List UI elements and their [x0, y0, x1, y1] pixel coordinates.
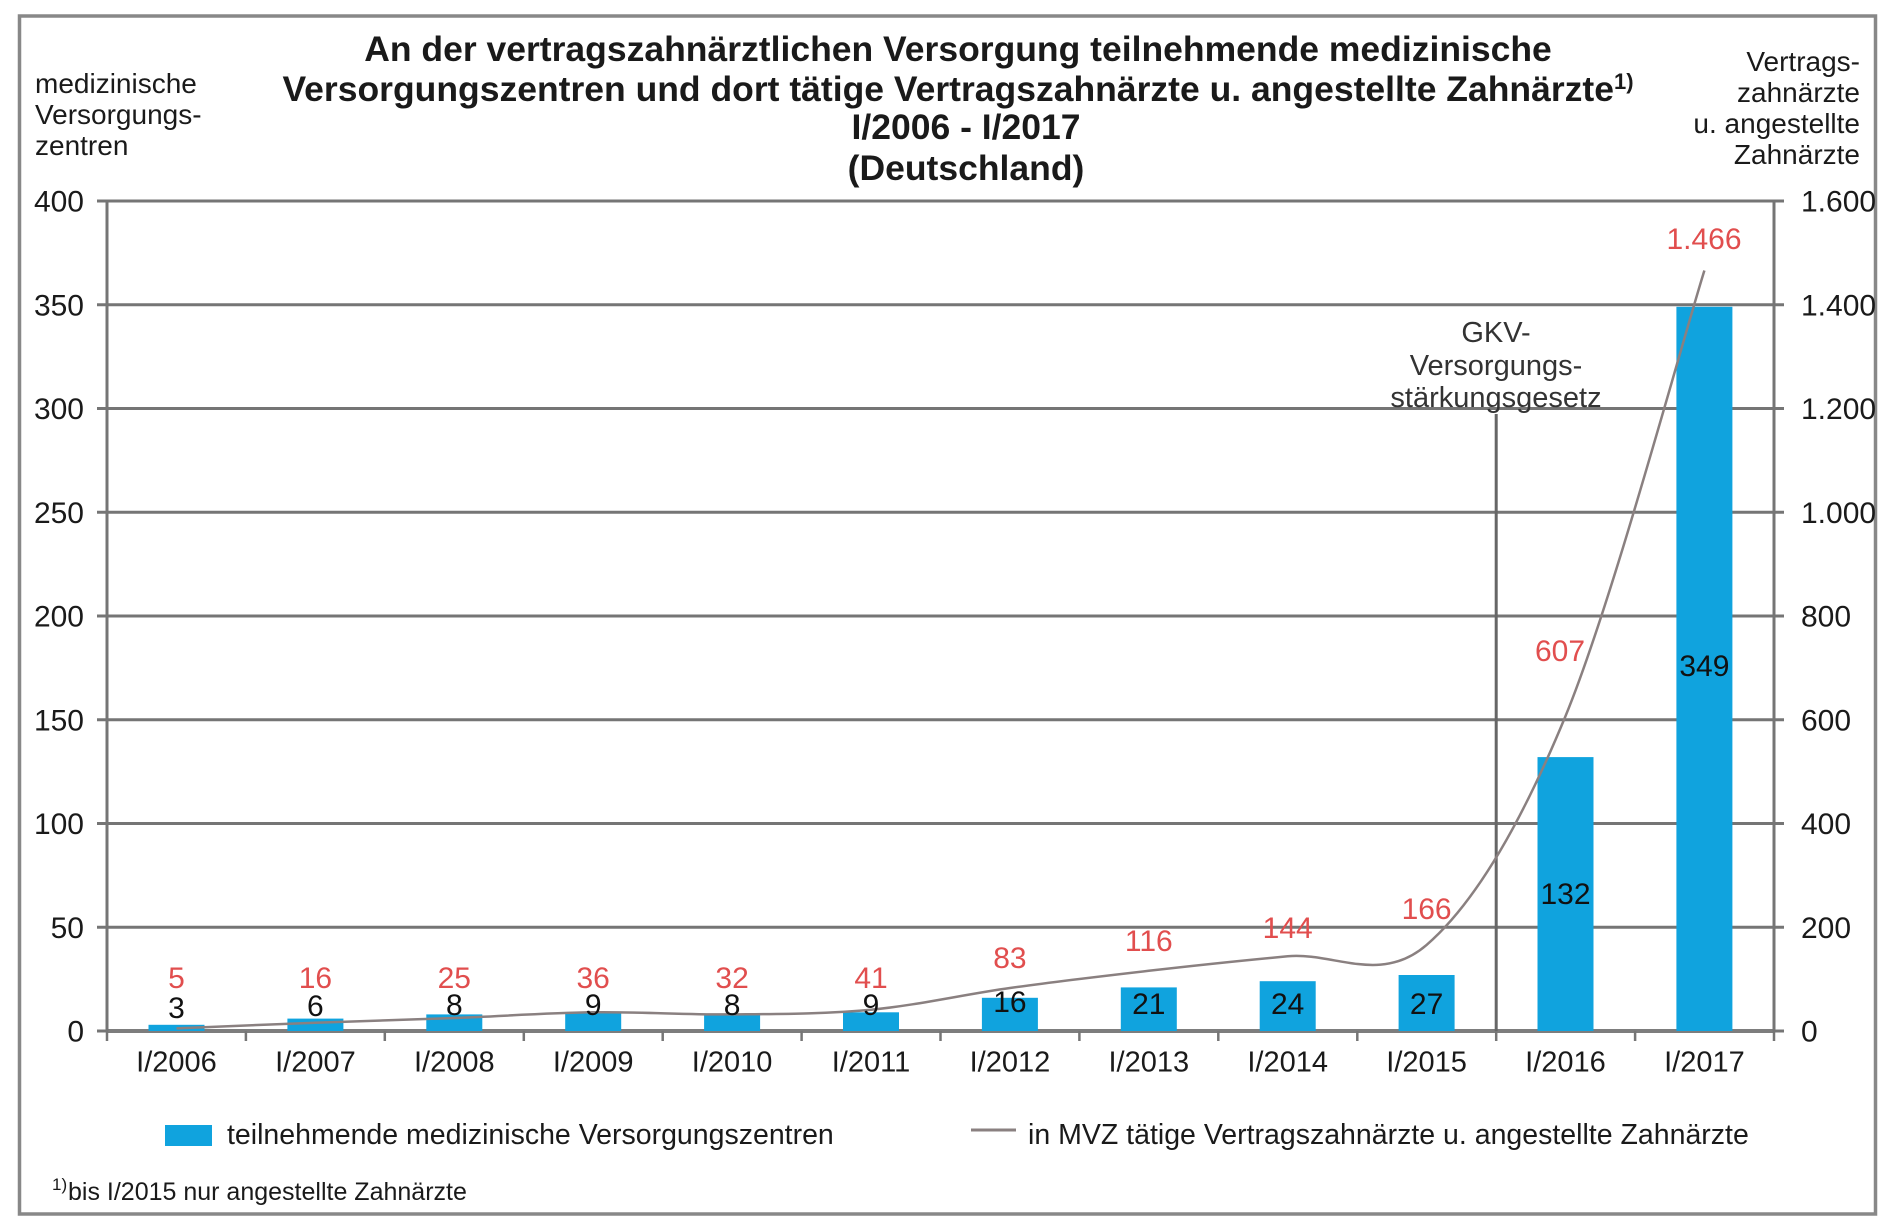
svg-text:stärkungsgesetz: stärkungsgesetz	[1390, 382, 1601, 414]
svg-text:I/2007: I/2007	[275, 1047, 356, 1079]
svg-text:I/2015: I/2015	[1386, 1047, 1467, 1079]
svg-text:250: 250	[34, 497, 84, 530]
svg-text:zahnärzte: zahnärzte	[1737, 77, 1860, 108]
svg-text:349: 349	[1679, 650, 1729, 683]
svg-text:200: 200	[1801, 912, 1851, 945]
svg-text:166: 166	[1402, 893, 1452, 926]
svg-text:1.000: 1.000	[1801, 497, 1876, 530]
svg-text:teilnehmende medizinische Vers: teilnehmende medizinische Versorgungszen…	[227, 1119, 834, 1151]
svg-text:300: 300	[34, 393, 84, 426]
svg-text:9: 9	[585, 989, 602, 1022]
svg-text:150: 150	[34, 704, 84, 737]
svg-text:36: 36	[577, 962, 610, 995]
svg-text:1.466: 1.466	[1666, 223, 1741, 256]
svg-text:GKV-: GKV-	[1461, 317, 1530, 349]
svg-text:Versorgungszentren und dort tä: Versorgungszentren und dort tätige Vertr…	[282, 69, 1633, 109]
svg-text:3: 3	[168, 992, 185, 1025]
svg-text:in MVZ tätige Vertragszahnärzt: in MVZ tätige Vertragszahnärzte u. anges…	[1028, 1119, 1749, 1151]
svg-text:I/2016: I/2016	[1525, 1047, 1606, 1079]
svg-text:Versorgungs-: Versorgungs-	[1410, 350, 1583, 382]
svg-text:400: 400	[1801, 808, 1851, 841]
svg-text:I/2014: I/2014	[1247, 1047, 1328, 1079]
svg-text:8: 8	[446, 989, 463, 1022]
svg-text:8: 8	[724, 989, 741, 1022]
svg-text:24: 24	[1271, 988, 1304, 1021]
svg-text:607: 607	[1535, 635, 1585, 668]
svg-text:u. angestellte: u. angestellte	[1693, 108, 1860, 139]
svg-text:1.400: 1.400	[1801, 289, 1876, 322]
svg-text:I/2006: I/2006	[136, 1047, 217, 1079]
svg-text:16: 16	[993, 986, 1026, 1019]
svg-text:800: 800	[1801, 601, 1851, 634]
svg-text:0: 0	[67, 1016, 84, 1049]
svg-text:132: 132	[1540, 878, 1590, 911]
svg-text:21: 21	[1132, 988, 1165, 1021]
svg-text:Vertrags-: Vertrags-	[1746, 46, 1860, 77]
svg-text:100: 100	[34, 808, 84, 841]
svg-text:5: 5	[168, 962, 185, 995]
svg-text:144: 144	[1263, 912, 1313, 945]
svg-text:1): 1)	[52, 1175, 67, 1194]
svg-text:16: 16	[299, 962, 332, 995]
svg-text:600: 600	[1801, 704, 1851, 737]
svg-text:I/2012: I/2012	[970, 1047, 1051, 1079]
svg-text:25: 25	[438, 962, 471, 995]
svg-text:I/2017: I/2017	[1664, 1047, 1745, 1079]
svg-text:200: 200	[34, 601, 84, 634]
svg-text:I/2013: I/2013	[1108, 1047, 1189, 1079]
svg-text:I/2008: I/2008	[414, 1047, 495, 1079]
svg-text:I/2011: I/2011	[832, 1047, 910, 1079]
svg-text:400: 400	[34, 186, 84, 219]
svg-text:(Deutschland): (Deutschland)	[848, 148, 1085, 188]
svg-text:bis I/2015 nur angestellte Zah: bis I/2015 nur angestellte Zahnärzte	[68, 1178, 467, 1206]
svg-text:0: 0	[1801, 1016, 1818, 1049]
svg-text:41: 41	[854, 962, 887, 995]
svg-text:50: 50	[51, 912, 84, 945]
svg-text:zentren: zentren	[35, 130, 128, 161]
svg-text:Versorgungs-: Versorgungs-	[35, 99, 202, 130]
svg-text:350: 350	[34, 289, 84, 322]
svg-text:medizinische: medizinische	[35, 68, 197, 99]
svg-text:83: 83	[993, 942, 1026, 975]
svg-text:I/2009: I/2009	[553, 1047, 634, 1079]
svg-text:1.200: 1.200	[1801, 393, 1876, 426]
svg-text:I/2006 - I/2017: I/2006 - I/2017	[852, 107, 1081, 147]
svg-text:6: 6	[307, 990, 324, 1023]
svg-text:27: 27	[1410, 988, 1443, 1021]
svg-text:116: 116	[1125, 925, 1173, 958]
svg-text:An der vertragszahnärztlichen: An der vertragszahnärztlichen Versorgung…	[364, 29, 1552, 69]
svg-text:32: 32	[715, 962, 748, 995]
svg-text:Zahnärzte: Zahnärzte	[1734, 139, 1860, 170]
svg-text:9: 9	[863, 989, 880, 1022]
svg-text:1.600: 1.600	[1801, 186, 1876, 219]
svg-text:I/2010: I/2010	[692, 1047, 773, 1079]
